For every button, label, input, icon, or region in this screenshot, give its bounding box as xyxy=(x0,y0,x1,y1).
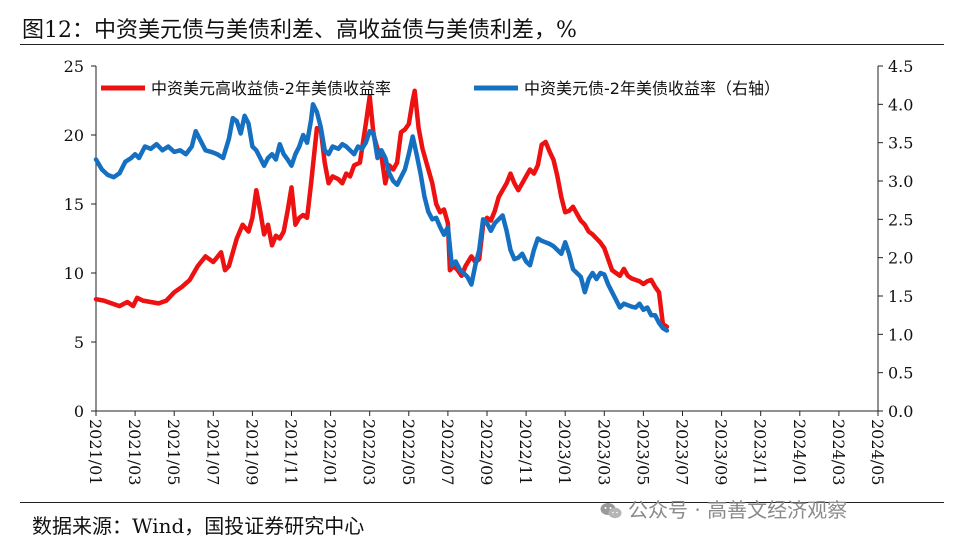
x-tick-label: 2023/03 xyxy=(594,419,613,485)
y-tick-label: 15 xyxy=(64,195,84,214)
spread-line-chart: 0 5 10 15 20 25 0.0 0.5 1.0 1.5 2.0 2.5 3.0 3.5 4.0 4.5… xyxy=(64,57,914,485)
x-tick-label: 2023/05 xyxy=(633,419,652,485)
y2-tick-label: 4.5 xyxy=(888,57,913,76)
x-tick-label: 2021/07 xyxy=(203,419,222,485)
chart-legend: 中资美元高收益债-2年美债收益率 中资美元债-2年美债收益率（右轴） xyxy=(101,79,780,98)
x-tick-label: 2023/07 xyxy=(673,419,692,485)
y-tick-label: 10 xyxy=(64,264,84,283)
page-title: 图12：中资美元债与美债利差、高收益债与美债利差，% xyxy=(22,18,577,43)
wechat-icon xyxy=(600,503,622,519)
x-tick-label: 2021/11 xyxy=(282,419,301,485)
source-note: 数据来源：Wind，国投证券研究中心 xyxy=(32,514,365,538)
y2-tick-label: 3.0 xyxy=(888,172,913,191)
y-tick-label: 0 xyxy=(74,402,84,421)
x-tick-label: 2024/01 xyxy=(790,419,809,485)
x-tick-label: 2023/09 xyxy=(712,419,731,485)
x-tick-label: 2021/03 xyxy=(125,419,144,485)
x-tick-label: 2022/03 xyxy=(360,419,379,485)
x-tick-label: 2024/05 xyxy=(868,419,887,485)
series-layer xyxy=(93,88,670,333)
watermark: 公众号 · 高善文经济观察 xyxy=(600,494,847,523)
y2-tick-label: 2.0 xyxy=(888,249,913,268)
y2-tick-label: 1.5 xyxy=(888,287,913,306)
x-tick-label: 2021/01 xyxy=(86,419,105,485)
chart-axes: 0 5 10 15 20 25 0.0 0.5 1.0 1.5 2.0 2.5 3.0 3.5 4.0 4.5… xyxy=(64,57,914,485)
x-tick-label: 2022/05 xyxy=(399,419,418,485)
y-tick-label: 5 xyxy=(74,333,84,352)
x-tick-label: 2023/01 xyxy=(555,419,574,485)
series-line-2 xyxy=(93,102,670,333)
y2-tick-label: 4.0 xyxy=(888,95,913,114)
x-tick-label: 2022/09 xyxy=(477,419,496,485)
series-line-1 xyxy=(93,88,670,330)
y2-tick-label: 3.5 xyxy=(888,134,913,153)
y2-tick-label: 0.0 xyxy=(888,402,913,421)
x-tick-label: 2022/01 xyxy=(321,419,340,485)
y-tick-label: 25 xyxy=(64,57,84,76)
legend-label-1: 中资美元高收益债-2年美债收益率 xyxy=(151,79,391,98)
x-tick-label: 2021/09 xyxy=(242,419,261,485)
footer-divider xyxy=(20,502,944,503)
watermark-text: 公众号 · 高善文经济观察 xyxy=(628,498,848,522)
y2-tick-label: 0.5 xyxy=(888,364,913,383)
x-tick-label: 2024/03 xyxy=(829,419,848,485)
x-tick-label: 2022/11 xyxy=(516,419,535,485)
legend-label-2: 中资美元债-2年美债收益率（右轴） xyxy=(524,79,780,98)
x-tick-label: 2021/05 xyxy=(164,419,183,485)
y-tick-label: 20 xyxy=(64,126,84,145)
y2-tick-label: 2.5 xyxy=(888,210,913,229)
x-tick-label: 2023/11 xyxy=(751,419,770,485)
x-tick-label: 2022/07 xyxy=(438,419,457,485)
y2-tick-label: 1.0 xyxy=(888,325,913,344)
title-divider xyxy=(20,44,944,45)
